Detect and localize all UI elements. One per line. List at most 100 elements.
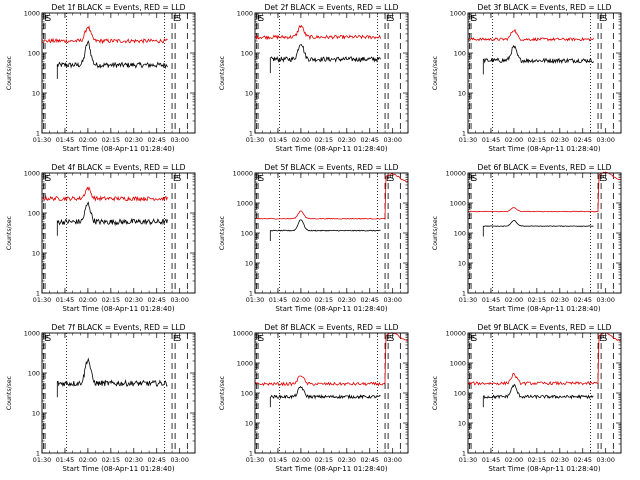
panel-6: Det 6f BLACK = Events, RED = LLD Counts/s… xyxy=(432,163,622,313)
panel-2: Det 2f BLACK = Events, RED = LLD Counts/s… xyxy=(219,3,409,153)
y-tick-label: 1 xyxy=(462,449,466,457)
y-tick-label: 1 xyxy=(249,129,253,137)
y-tick-label: 100 xyxy=(28,369,40,377)
x-tick-label: 01:45 xyxy=(269,296,287,304)
x-tick-label: 02:15 xyxy=(528,136,546,144)
y-tick-label: 1 xyxy=(462,129,466,137)
x-tick-label: 03:00 xyxy=(170,456,188,464)
x-tick-label: 02:00 xyxy=(505,456,523,464)
x-tick-label: 02:00 xyxy=(292,456,310,464)
x-tick-label: 02:45 xyxy=(148,456,166,464)
series-line-events xyxy=(269,219,381,241)
x-tick-label: 03:00 xyxy=(596,296,614,304)
marker-label: E xyxy=(386,334,391,343)
y-tick-label: 1 xyxy=(462,289,466,297)
series-line-events xyxy=(56,40,168,79)
marker-label: S xyxy=(602,334,607,343)
x-tick-label: 01:30 xyxy=(246,456,264,464)
y-tick-label: 10000 xyxy=(446,329,466,337)
x-tick-label: 01:45 xyxy=(56,456,74,464)
x-axis-label: Start Time (08-Apr-11 01:28:40) xyxy=(488,145,600,153)
marker-label: E xyxy=(173,174,178,183)
panel-8: Det 8f BLACK = Events, RED = LLD Counts/s… xyxy=(219,323,409,473)
x-tick-label: 01:45 xyxy=(482,456,500,464)
series-line-events xyxy=(482,44,594,75)
y-tick-label: 100 xyxy=(454,229,466,237)
series-line-lld xyxy=(254,24,381,41)
y-axis-label: Counts/sec xyxy=(219,55,226,90)
y-tick-label: 1000 xyxy=(24,9,40,17)
y-tick-label: 100 xyxy=(241,49,253,57)
panel-title: Det 1f BLACK = Events, RED = LLD xyxy=(52,3,186,12)
x-tick-label: 02:45 xyxy=(148,296,166,304)
y-axis-label: Counts/sec xyxy=(6,215,13,250)
x-tick-label: 02:45 xyxy=(574,136,592,144)
y-tick-label: 10 xyxy=(245,89,253,97)
series-line-events xyxy=(482,383,594,408)
y-axis-label: Counts/sec xyxy=(432,215,439,250)
y-tick-label: 1000 xyxy=(237,199,253,207)
y-tick-label: 1000 xyxy=(237,9,253,17)
x-tick-label: 03:00 xyxy=(383,296,401,304)
y-tick-label: 1 xyxy=(36,289,40,297)
marker-label: E xyxy=(45,174,50,183)
y-tick-label: 10 xyxy=(245,419,253,427)
x-tick-label: 02:00 xyxy=(505,136,523,144)
x-tick-label: 02:15 xyxy=(528,296,546,304)
plot-frame xyxy=(467,172,622,294)
y-tick-label: 1000 xyxy=(450,359,466,367)
y-tick-label: 100 xyxy=(454,389,466,397)
x-tick-label: 02:15 xyxy=(528,456,546,464)
y-tick-label: 1 xyxy=(36,129,40,137)
marker-label: E xyxy=(45,334,50,343)
marker-label: E xyxy=(173,334,178,343)
panel-4: Det 4f BLACK = Events, RED = LLD Counts/s… xyxy=(6,163,196,313)
x-tick-label: 02:00 xyxy=(292,136,310,144)
y-tick-label: 1000 xyxy=(24,169,40,177)
series-line-lld xyxy=(41,186,168,202)
x-tick-label: 02:45 xyxy=(574,296,592,304)
series-line-events xyxy=(269,385,381,408)
x-tick-label: 02:00 xyxy=(79,136,97,144)
marker-label: S xyxy=(602,14,607,23)
x-tick-label: 01:30 xyxy=(33,456,51,464)
panel-title: Det 2f BLACK = Events, RED = LLD xyxy=(265,3,399,12)
marker-label: E xyxy=(258,14,263,23)
marker-label: S xyxy=(472,334,477,343)
x-tick-label: 02:00 xyxy=(292,296,310,304)
x-tick-label: 01:45 xyxy=(482,296,500,304)
series-line-events xyxy=(482,220,594,237)
marker-label: S xyxy=(176,334,181,343)
marker-label: S xyxy=(389,14,394,23)
marker-label: S xyxy=(176,14,181,23)
x-tick-label: 02:15 xyxy=(315,136,333,144)
x-tick-label: 02:30 xyxy=(338,136,356,144)
marker-label: S xyxy=(389,334,394,343)
x-tick-label: 02:30 xyxy=(338,296,356,304)
x-tick-label: 01:30 xyxy=(246,136,264,144)
x-tick-label: 02:00 xyxy=(79,456,97,464)
series-line-lld xyxy=(254,332,409,387)
y-tick-label: 1000 xyxy=(450,9,466,17)
panel-title: Det 7f BLACK = Events, RED = LLD xyxy=(52,323,186,332)
y-axis-label: Counts/sec xyxy=(432,55,439,90)
marker-label: E xyxy=(471,334,476,343)
x-axis-label: Start Time (08-Apr-11 01:28:40) xyxy=(275,305,387,313)
plot-frame xyxy=(254,172,409,294)
series-line-lld xyxy=(467,28,594,42)
x-axis-label: Start Time (08-Apr-11 01:28:40) xyxy=(62,145,174,153)
marker-label: S xyxy=(259,174,264,183)
marker-label: E xyxy=(386,174,391,183)
x-axis-label: Start Time (08-Apr-11 01:28:40) xyxy=(62,465,174,473)
marker-label: E xyxy=(258,334,263,343)
x-tick-label: 02:15 xyxy=(315,456,333,464)
y-tick-label: 1000 xyxy=(24,329,40,337)
x-axis-label: Start Time (08-Apr-11 01:28:40) xyxy=(62,305,174,313)
y-axis-label: Counts/sec xyxy=(6,375,13,410)
panel-7: Det 7f BLACK = Events, RED = LLD Counts/s… xyxy=(6,323,196,473)
marker-label: S xyxy=(472,14,477,23)
series-line-events xyxy=(269,43,381,74)
x-tick-label: 02:30 xyxy=(125,136,143,144)
marker-label: E xyxy=(173,14,178,23)
